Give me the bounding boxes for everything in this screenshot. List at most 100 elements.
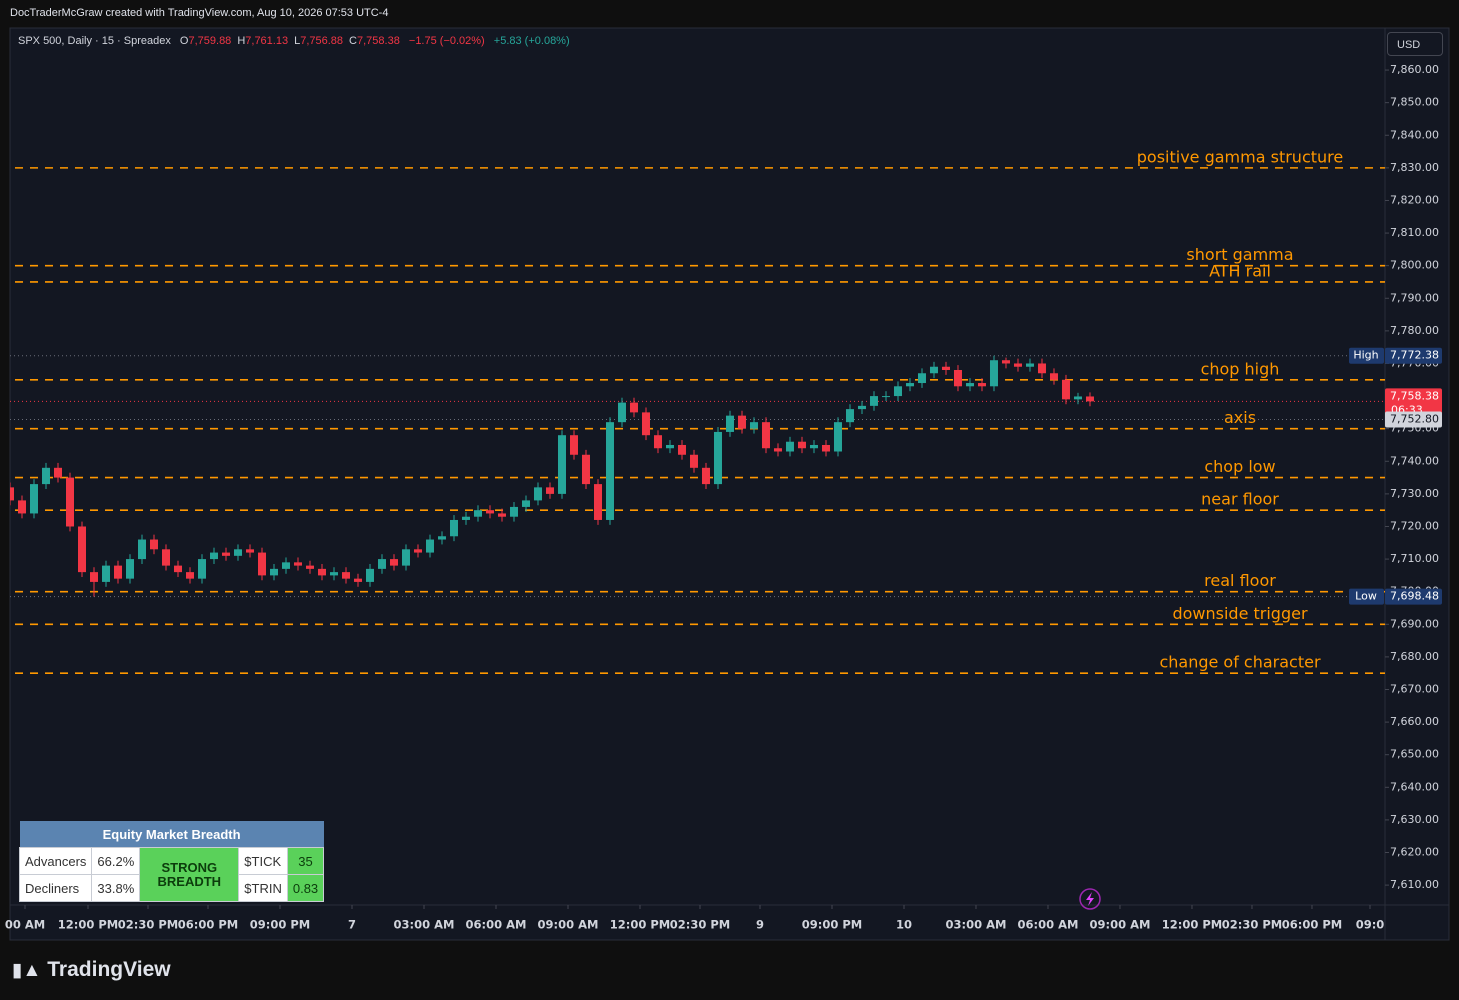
candle-body [653,435,662,449]
candle-body [317,568,326,576]
candle-body [449,519,458,537]
y-tick-label: 7,630.00 [1390,813,1439,826]
candle-body [593,484,602,520]
price-tag-label: 7,752.80 [1390,413,1439,426]
candle-body [1037,363,1046,374]
y-tick-label: 7,680.00 [1390,650,1439,663]
price-tag [1385,588,1442,605]
currency-button[interactable]: USD [1387,32,1443,56]
chart-frame [9,27,1450,941]
candle-body [1073,396,1082,400]
change-ext: +5.83 (+0.08%) [493,35,570,47]
alert-icon[interactable] [1079,888,1101,910]
y-tick-label: 7,850.00 [1390,96,1439,109]
x-tick-label: 9 [756,918,764,932]
candle-body [329,572,338,576]
y-tick-label: 7,670.00 [1390,682,1439,695]
table-title: Equity Market Breadth [19,821,324,848]
candle-body [557,435,566,494]
price-tag-name-bg [1349,588,1384,605]
x-tick-label: 06:00 PM [178,918,238,932]
level-label: chop high [1201,359,1280,378]
candle-body [989,360,998,387]
y-tick-label: 7,710.00 [1390,552,1439,565]
breadth-table: Equity Market Breadth Advancers 66.2% ST… [18,821,325,902]
candle-body [809,444,818,449]
ohlc-value: 7,756.88 [300,35,344,47]
y-tick-label: 7,830.00 [1390,161,1439,174]
level-label: real floor [1204,571,1276,590]
y-tick-label: 7,740.00 [1390,454,1439,467]
candle-body [581,454,590,485]
candle-body [881,396,890,398]
candle-body [1061,379,1070,400]
ohlc-key: H [237,35,246,47]
candle-body [485,510,494,514]
y-tick-label: 7,610.00 [1390,878,1439,891]
price-tag [1385,411,1442,428]
y-tick-label: 7,820.00 [1390,193,1439,206]
ohlc-key: L [294,35,301,47]
legend: SPX 500, Daily · 15 · Spreadex O7,759.88… [18,35,570,47]
level-label: axis [1224,408,1256,427]
cell: 66.2% [91,847,141,875]
price-tag-name: Low [1355,590,1377,603]
attribution: DocTraderMcGraw created with TradingView… [10,7,389,19]
candle-body [641,412,650,436]
candle-body [425,539,434,553]
candle-body [965,383,974,387]
candle-body [905,383,914,387]
candle-body [617,402,626,423]
candle-body [305,565,314,569]
y-tick-label: 7,620.00 [1390,846,1439,859]
candle-body [161,549,170,566]
candle-body [65,477,74,527]
candle-body [761,422,770,449]
y-tick-label: 7,800.00 [1390,259,1439,272]
x-tick-label: 03:00 AM [394,918,455,932]
x-tick-label: 09:00 PM [802,918,862,932]
candle-body [797,441,806,449]
x-tick-label: 06:00 AM [466,918,527,932]
brand-name: TradingView [47,958,171,981]
candle-body [413,549,422,553]
candle-body [473,510,482,517]
candle-body [137,539,146,560]
cell: 0.83 [286,874,325,902]
candle-body [29,484,38,514]
y-tick-label: 7,650.00 [1390,748,1439,761]
x-tick-label: 10 [896,918,912,932]
candle-body [1025,363,1034,367]
candle-body [221,552,230,556]
x-tick-label: 06:00 PM [1282,918,1342,932]
ohlc-value: 7,759.88 [188,35,232,47]
candle-body [713,431,722,485]
cell: 35 [286,847,325,875]
candle-body [125,559,134,579]
ohlc-key: C [349,35,357,47]
candle-body [737,415,746,429]
candle-body [497,513,506,517]
ohlc: O7,759.88 H7,761.13 L7,756.88 C7,758.38 [174,35,400,47]
price-tag-name-bg [1349,347,1384,364]
cell: $TICK [238,847,288,875]
candle-body [569,435,578,455]
candle-body [1049,373,1058,380]
price-tag-label: 7,772.38 [1390,349,1439,362]
candle-body [677,444,686,455]
brand: ▮▲ TradingView [12,958,171,981]
level-label: near floor [1201,490,1279,509]
x-tick-label: 12:00 PM [1162,918,1222,932]
candle-body [833,422,842,452]
x-tick-label: 12:00 PM [610,918,670,932]
x-tick-label: 02:30 PM [670,918,730,932]
candle-body [209,552,218,560]
candle-body [977,383,986,387]
level-label: ATH rail [1209,261,1271,280]
candle-body [293,562,302,566]
y-tick-label: 7,640.00 [1390,780,1439,793]
x-tick-label: 09:00 PM [250,918,310,932]
level-label: downside trigger [1172,604,1307,623]
y-tick-label: 7,720.00 [1390,519,1439,532]
